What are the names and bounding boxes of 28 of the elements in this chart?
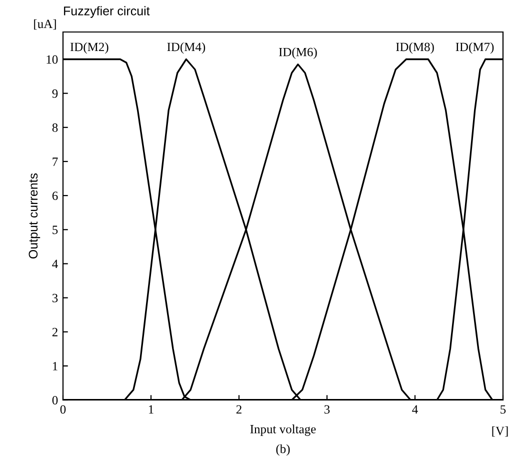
x-axis-title: Input voltage — [250, 424, 316, 436]
y-tick-label: 7 — [52, 158, 58, 166]
y-tick-label: 5 — [52, 226, 58, 234]
annotation: ID(M4) — [167, 42, 206, 54]
y-tick-label: 6 — [52, 192, 58, 200]
y-tick-label: 4 — [52, 260, 58, 268]
x-tick-label: 3 — [324, 405, 330, 414]
text: [uA] — [34, 19, 56, 30]
y-tick-label: 9 — [52, 89, 58, 98]
y-tick-label: 1 — [52, 362, 58, 370]
x-tick-label: 2 — [236, 405, 242, 414]
y-axis-title: Output currents — [28, 173, 40, 258]
y-tick-label: 8 — [52, 123, 58, 132]
annotation: ID(M7) — [456, 42, 494, 54]
y-tick-label: 3 — [52, 294, 58, 302]
x-tick-label: 0 — [60, 405, 66, 414]
y-tick-label: 10 — [46, 55, 58, 64]
x-tick-label: 5 — [500, 405, 506, 414]
annotation: ID(M8) — [396, 42, 434, 54]
chart-title: Fuzzyfier circuit — [64, 6, 150, 18]
annotation: ID(M2) — [70, 42, 108, 54]
y-tick-label: 2 — [52, 328, 58, 336]
text: (b) — [276, 444, 290, 456]
y-tick-label: 0 — [52, 396, 58, 404]
x-tick-label: 4 — [412, 405, 418, 414]
annotation: ID(M6) — [278, 47, 317, 59]
text: [V] — [492, 426, 508, 437]
x-tick-label: 1 — [148, 405, 154, 414]
